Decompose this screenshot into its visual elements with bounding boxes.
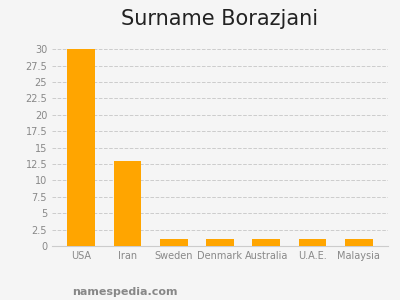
Bar — [252, 239, 280, 246]
Text: namespedia.com: namespedia.com — [72, 287, 178, 297]
Title: Surname Borazjani: Surname Borazjani — [122, 9, 318, 29]
Bar — [67, 49, 95, 246]
Bar — [299, 239, 326, 246]
Bar — [206, 239, 234, 246]
Bar — [114, 161, 141, 246]
Bar — [160, 239, 188, 246]
Bar — [345, 239, 373, 246]
